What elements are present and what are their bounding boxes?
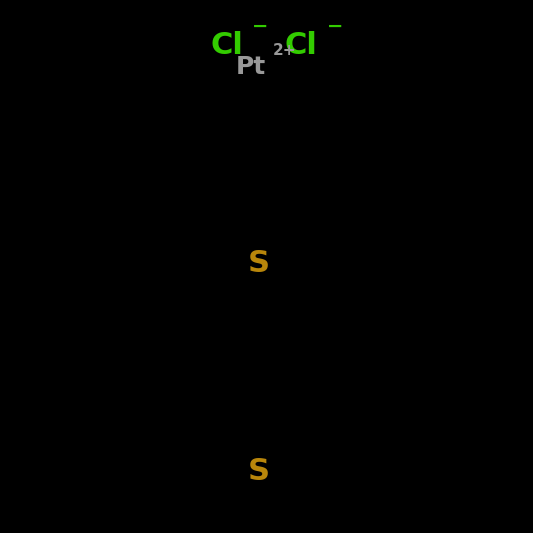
Text: Pt: Pt xyxy=(236,54,265,79)
Text: S: S xyxy=(247,457,270,486)
Text: −: − xyxy=(252,17,269,36)
Text: S: S xyxy=(247,249,270,278)
Text: Cl: Cl xyxy=(285,31,318,60)
Text: Cl: Cl xyxy=(210,31,243,60)
Text: −: − xyxy=(327,17,343,36)
Text: 2+: 2+ xyxy=(273,43,296,58)
